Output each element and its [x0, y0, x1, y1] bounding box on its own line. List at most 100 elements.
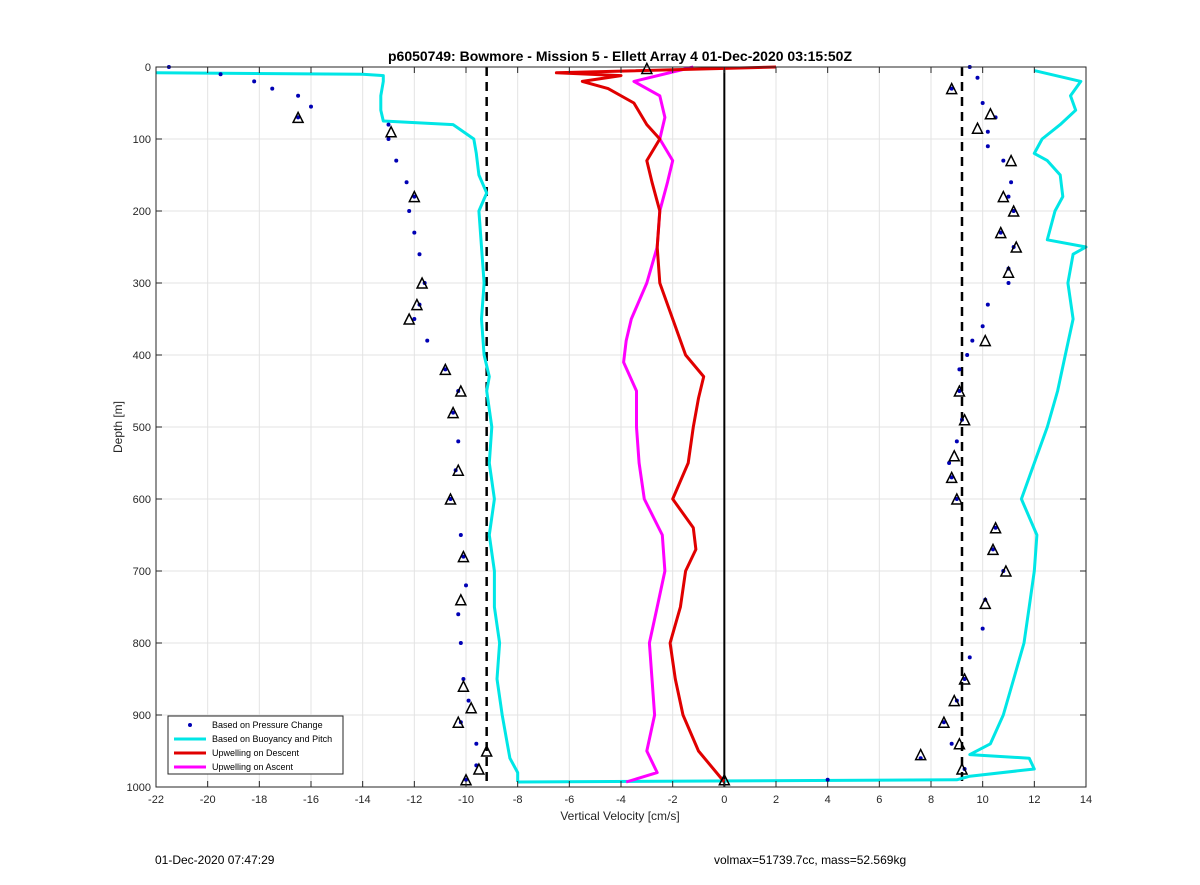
footer-timestamp: 01-Dec-2020 07:47:29 — [155, 853, 275, 867]
triangle-marker — [986, 542, 1000, 556]
data-point — [474, 741, 479, 746]
data-point — [394, 158, 399, 163]
y-tick-label: 600 — [133, 494, 151, 506]
data-point — [386, 122, 391, 127]
triangle-marker — [953, 737, 966, 750]
triangle-marker — [457, 549, 470, 563]
data-point — [412, 194, 417, 199]
data-point — [998, 230, 1003, 235]
data-layer — [155, 61, 1088, 787]
x-tick-label: -6 — [564, 794, 574, 806]
x-tick-label: -14 — [355, 794, 371, 806]
data-point — [975, 75, 980, 80]
x-tick-label: 2 — [773, 794, 779, 806]
data-point — [386, 137, 391, 141]
legend: Based on Pressure Change Based on Buoyanc… — [167, 715, 344, 775]
data-point — [985, 144, 990, 149]
triangle-marker — [955, 762, 969, 775]
data-point — [309, 104, 313, 109]
data-point — [466, 698, 471, 703]
y-tick-label: 900 — [133, 710, 151, 722]
data-point — [296, 115, 301, 120]
data-point — [991, 547, 995, 552]
legend-swatch — [188, 723, 192, 727]
triangle-marker — [1004, 153, 1018, 167]
data-point — [970, 338, 975, 343]
data-point — [949, 475, 954, 480]
data-point — [980, 101, 985, 105]
x-tick-label: -10 — [458, 794, 474, 806]
triangle-marker — [444, 492, 457, 505]
data-point — [1009, 180, 1014, 185]
x-tick-label: -16 — [303, 794, 319, 806]
data-point — [947, 461, 952, 465]
y-tick-label: 300 — [133, 278, 151, 290]
data-point — [458, 533, 463, 537]
data-point — [949, 741, 954, 746]
axes: -22 -20 -18 -16 -14 -12 -10 -8 -6 -4 -2 0 2 4 6 8 10 12 14… — [127, 62, 1093, 806]
triangle-marker — [454, 593, 468, 606]
legend-box — [167, 715, 344, 775]
legend-label: Upwelling on Descent — [212, 748, 300, 758]
x-tick-label: -20 — [200, 794, 216, 806]
triangle-marker — [958, 413, 971, 426]
data-point — [967, 655, 972, 660]
y-tick-label: 700 — [133, 566, 151, 578]
triangle-marker — [950, 492, 964, 505]
triangle-marker — [958, 672, 971, 685]
triangle-marker — [415, 276, 429, 289]
data-point — [1011, 209, 1016, 213]
data-point — [985, 302, 990, 307]
y-axis-label: Depth [m] — [111, 401, 125, 453]
data-point — [458, 641, 463, 645]
data-point — [461, 677, 466, 681]
triangle-marker — [452, 715, 465, 728]
data-point — [1006, 194, 1011, 199]
triangle-marker — [999, 564, 1013, 577]
data-point — [461, 554, 466, 559]
triangle-marker — [945, 81, 958, 95]
footer-params: volmax=51739.7cc, mass=52.569kg — [714, 853, 907, 867]
data-point — [957, 367, 962, 372]
data-point — [949, 86, 954, 91]
data-point — [412, 230, 417, 235]
data-point — [448, 497, 453, 501]
x-tick-label: -2 — [668, 794, 678, 806]
data-point — [1001, 158, 1006, 163]
data-point — [1006, 281, 1011, 285]
data-point — [412, 317, 417, 321]
series-line — [622, 65, 694, 784]
data-point — [296, 93, 301, 98]
triangle-marker — [640, 61, 654, 75]
x-tick-label: 6 — [876, 794, 882, 806]
series-line — [554, 65, 777, 783]
triangle-marker — [410, 297, 424, 311]
legend-label: Based on Buoyancy and Pitch — [212, 734, 332, 744]
y-tick-label: 0 — [145, 62, 151, 74]
triangle-marker — [291, 110, 305, 124]
data-point — [980, 324, 985, 329]
data-point — [218, 72, 223, 77]
data-point — [985, 129, 990, 134]
data-point — [252, 79, 257, 84]
data-point — [962, 677, 967, 681]
triangle-marker — [997, 189, 1010, 203]
triangle-marker — [446, 405, 460, 419]
data-point — [941, 720, 946, 725]
triangle-marker — [948, 449, 961, 462]
data-point — [443, 367, 448, 372]
chart-title: p6050749: Bowmore - Mission 5 - Ellett A… — [388, 48, 852, 64]
x-tick-label: -12 — [406, 794, 422, 806]
triangle-marker — [439, 362, 452, 376]
data-point — [456, 439, 461, 444]
triangle-marker — [480, 744, 493, 757]
x-tick-label: -8 — [513, 794, 523, 806]
x-tick-label: -4 — [616, 794, 626, 806]
triangle-marker — [979, 333, 992, 347]
x-tick-label: 0 — [721, 794, 727, 806]
triangle-marker — [408, 189, 421, 203]
data-point — [957, 389, 962, 393]
data-point — [464, 583, 468, 588]
data-point — [425, 338, 430, 343]
